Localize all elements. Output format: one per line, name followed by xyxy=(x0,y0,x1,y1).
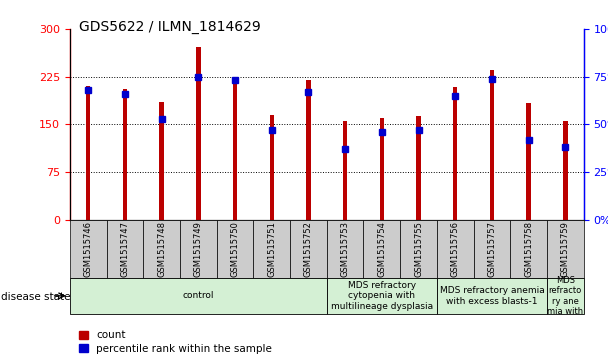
Bar xyxy=(489,70,494,220)
Text: GSM1515755: GSM1515755 xyxy=(414,221,423,277)
FancyBboxPatch shape xyxy=(547,220,584,278)
Text: MDS
refracto
ry ane
mia with: MDS refracto ry ane mia with xyxy=(547,276,584,316)
Bar xyxy=(416,116,421,220)
Text: GSM1515754: GSM1515754 xyxy=(378,221,386,277)
Text: GSM1515752: GSM1515752 xyxy=(304,221,313,277)
FancyBboxPatch shape xyxy=(216,220,254,278)
FancyBboxPatch shape xyxy=(254,220,290,278)
Bar xyxy=(379,118,384,220)
Bar xyxy=(563,121,567,220)
FancyBboxPatch shape xyxy=(364,220,400,278)
FancyBboxPatch shape xyxy=(70,220,106,278)
FancyBboxPatch shape xyxy=(290,220,327,278)
Text: GSM1515746: GSM1515746 xyxy=(84,221,93,277)
Text: GSM1515747: GSM1515747 xyxy=(120,221,130,277)
FancyBboxPatch shape xyxy=(510,220,547,278)
Bar xyxy=(159,102,164,220)
Bar xyxy=(527,103,531,220)
FancyBboxPatch shape xyxy=(437,278,547,314)
Bar xyxy=(86,86,91,220)
Text: GSM1515757: GSM1515757 xyxy=(488,221,497,277)
Text: control: control xyxy=(182,291,214,300)
Bar xyxy=(306,80,311,220)
Text: GSM1515748: GSM1515748 xyxy=(157,221,166,277)
Text: GSM1515751: GSM1515751 xyxy=(268,221,276,277)
Bar xyxy=(233,81,237,220)
Bar xyxy=(269,115,274,220)
Text: MDS refractory
cytopenia with
multilineage dysplasia: MDS refractory cytopenia with multilinea… xyxy=(331,281,433,311)
FancyBboxPatch shape xyxy=(143,220,180,278)
Legend: count, percentile rank within the sample: count, percentile rank within the sample xyxy=(75,326,276,358)
Bar xyxy=(343,121,347,220)
FancyBboxPatch shape xyxy=(70,278,327,314)
Text: GSM1515750: GSM1515750 xyxy=(230,221,240,277)
Text: GSM1515758: GSM1515758 xyxy=(524,221,533,277)
FancyBboxPatch shape xyxy=(180,220,216,278)
Text: disease state: disease state xyxy=(1,292,71,302)
Bar xyxy=(196,47,201,220)
FancyBboxPatch shape xyxy=(400,220,437,278)
Text: GSM1515749: GSM1515749 xyxy=(194,221,203,277)
FancyBboxPatch shape xyxy=(474,220,510,278)
FancyBboxPatch shape xyxy=(327,220,364,278)
Text: GSM1515756: GSM1515756 xyxy=(451,221,460,277)
FancyBboxPatch shape xyxy=(437,220,474,278)
Text: GDS5622 / ILMN_1814629: GDS5622 / ILMN_1814629 xyxy=(79,20,261,34)
FancyBboxPatch shape xyxy=(547,278,584,314)
Text: GSM1515753: GSM1515753 xyxy=(340,221,350,277)
Text: GSM1515759: GSM1515759 xyxy=(561,221,570,277)
Text: MDS refractory anemia
with excess blasts-1: MDS refractory anemia with excess blasts… xyxy=(440,286,544,306)
Bar xyxy=(453,87,457,220)
FancyBboxPatch shape xyxy=(106,220,143,278)
FancyBboxPatch shape xyxy=(327,278,437,314)
Bar xyxy=(123,89,127,220)
